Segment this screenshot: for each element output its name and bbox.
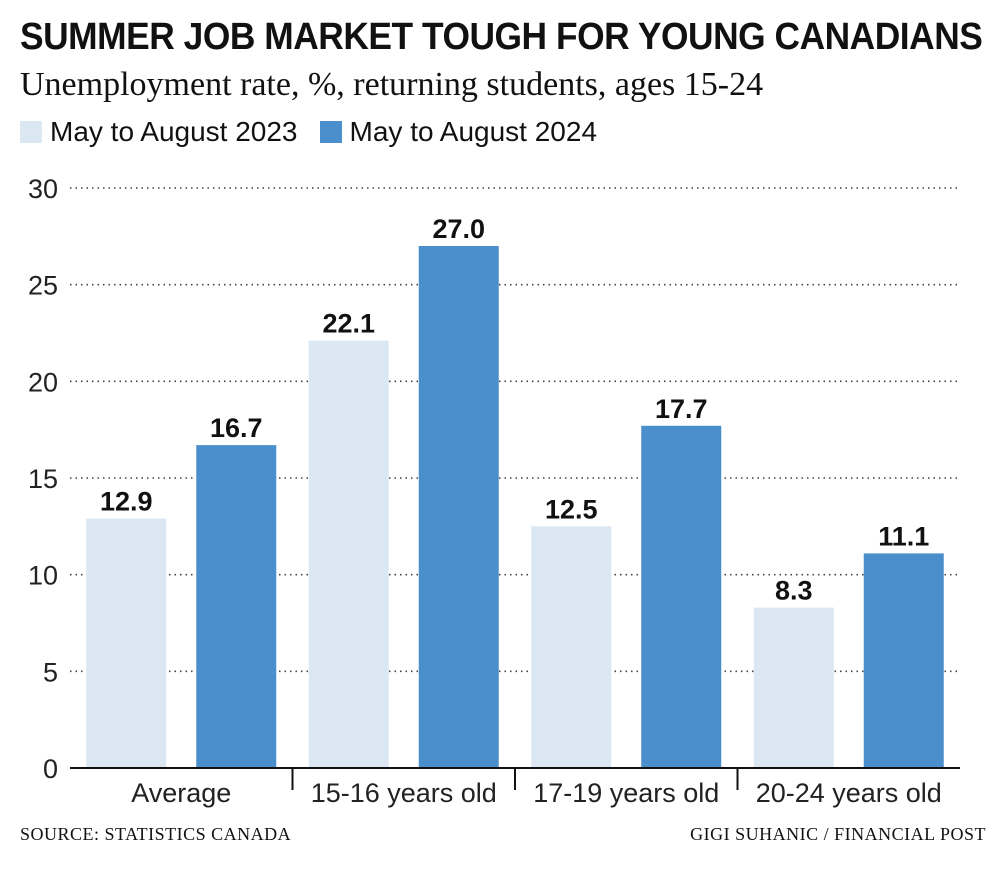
data-labels: 12.9 16.7 22.1 27.0 12.5 17.7 8.3 11.1 bbox=[100, 214, 929, 606]
legend-label-2024: May to August 2024 bbox=[349, 116, 598, 147]
bar bbox=[641, 425, 722, 768]
legend-item-2024: May to August 2024 bbox=[319, 116, 598, 148]
y-tick-label: 25 bbox=[28, 271, 58, 301]
data-label: 27.0 bbox=[432, 214, 485, 244]
data-label: 8.3 bbox=[775, 576, 813, 606]
bar bbox=[86, 518, 167, 768]
bar bbox=[308, 340, 389, 768]
x-tick-label: 17-19 years old bbox=[533, 778, 719, 808]
data-label: 16.7 bbox=[210, 413, 263, 443]
legend: May to August 2023 May to August 2024 bbox=[20, 116, 619, 148]
bar bbox=[753, 607, 834, 768]
bar bbox=[196, 445, 277, 768]
data-label: 12.5 bbox=[545, 494, 598, 524]
x-tick-label: 15-16 years old bbox=[311, 778, 497, 808]
y-tick-label: 10 bbox=[28, 561, 58, 591]
credit-note: GIGI SUHANIC / FINANCIAL POST bbox=[690, 824, 986, 844]
bar bbox=[531, 526, 612, 768]
y-tick-label: 0 bbox=[43, 754, 58, 784]
data-label: 17.7 bbox=[655, 394, 708, 424]
legend-swatch-2024 bbox=[319, 121, 342, 143]
y-tick-label: 15 bbox=[28, 464, 58, 494]
x-tick-label: 20-24 years old bbox=[756, 778, 942, 808]
x-axis-ticks: Average 15-16 years old 17-19 years old 20-… bbox=[131, 778, 942, 808]
y-axis-ticks: 0 5 10 15 20 25 30 bbox=[28, 174, 58, 784]
legend-label-2023: May to August 2023 bbox=[50, 116, 298, 147]
y-tick-label: 30 bbox=[28, 174, 58, 204]
data-label: 22.1 bbox=[322, 309, 375, 339]
y-tick-label: 5 bbox=[43, 657, 58, 687]
y-tick-label: 20 bbox=[28, 367, 58, 397]
bar bbox=[418, 246, 499, 768]
x-axis bbox=[70, 767, 960, 790]
bar bbox=[863, 553, 944, 768]
data-label: 12.9 bbox=[100, 487, 153, 517]
legend-item-2023: May to August 2023 bbox=[20, 116, 298, 148]
source-note: SOURCE: STATISTICS CANADA bbox=[20, 824, 292, 844]
legend-swatch-2023 bbox=[20, 121, 42, 143]
chart-subtitle: Unemployment rate, %, returning students… bbox=[20, 66, 764, 103]
data-label: 11.1 bbox=[878, 521, 929, 551]
chart-title: SUMMER JOB MARKET TOUGH FOR YOUNG CANADI… bbox=[20, 16, 983, 58]
x-tick-label: Average bbox=[131, 778, 231, 808]
bars bbox=[86, 246, 944, 768]
